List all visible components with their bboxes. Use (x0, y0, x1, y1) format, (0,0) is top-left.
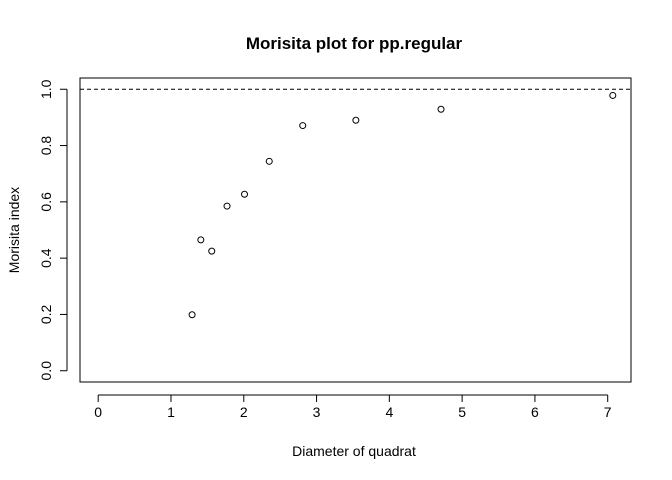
y-axis: 0.0 0.2 0.4 0.6 0.8 1.0 (38, 79, 68, 381)
y-tick-label: 0.2 (38, 305, 54, 325)
x-tick-label: 0 (94, 404, 102, 420)
plot-frame (79, 77, 632, 383)
data-points (188, 91, 617, 319)
data-point (609, 91, 617, 99)
data-point (188, 311, 196, 319)
data-point (208, 247, 216, 255)
x-tick-label: 4 (385, 404, 393, 420)
x-tick-label: 3 (313, 404, 321, 420)
data-point (240, 190, 248, 198)
y-tick-label: 0.0 (38, 361, 54, 381)
x-tick-label: 6 (531, 404, 539, 420)
y-tick-label: 0.6 (38, 192, 54, 212)
data-point (352, 116, 360, 124)
x-tick-label: 2 (240, 404, 248, 420)
y-tick-label: 0.4 (38, 248, 54, 268)
x-axis-label: Diameter of quadrat (292, 443, 416, 459)
y-axis-label: Morisita index (6, 187, 22, 273)
data-point (299, 122, 307, 130)
x-tick-label: 7 (604, 404, 612, 420)
y-tick-label: 1.0 (38, 79, 54, 99)
x-tick-label: 1 (167, 404, 175, 420)
data-point (223, 202, 231, 210)
data-point (265, 157, 273, 165)
y-tick-label: 0.8 (38, 136, 54, 156)
chart-title: Morisita plot for pp.regular (246, 34, 463, 53)
data-point (197, 236, 205, 244)
x-tick-label: 5 (458, 404, 466, 420)
data-point (437, 105, 445, 113)
x-axis: 0 1 2 3 4 5 6 7 (94, 394, 612, 420)
